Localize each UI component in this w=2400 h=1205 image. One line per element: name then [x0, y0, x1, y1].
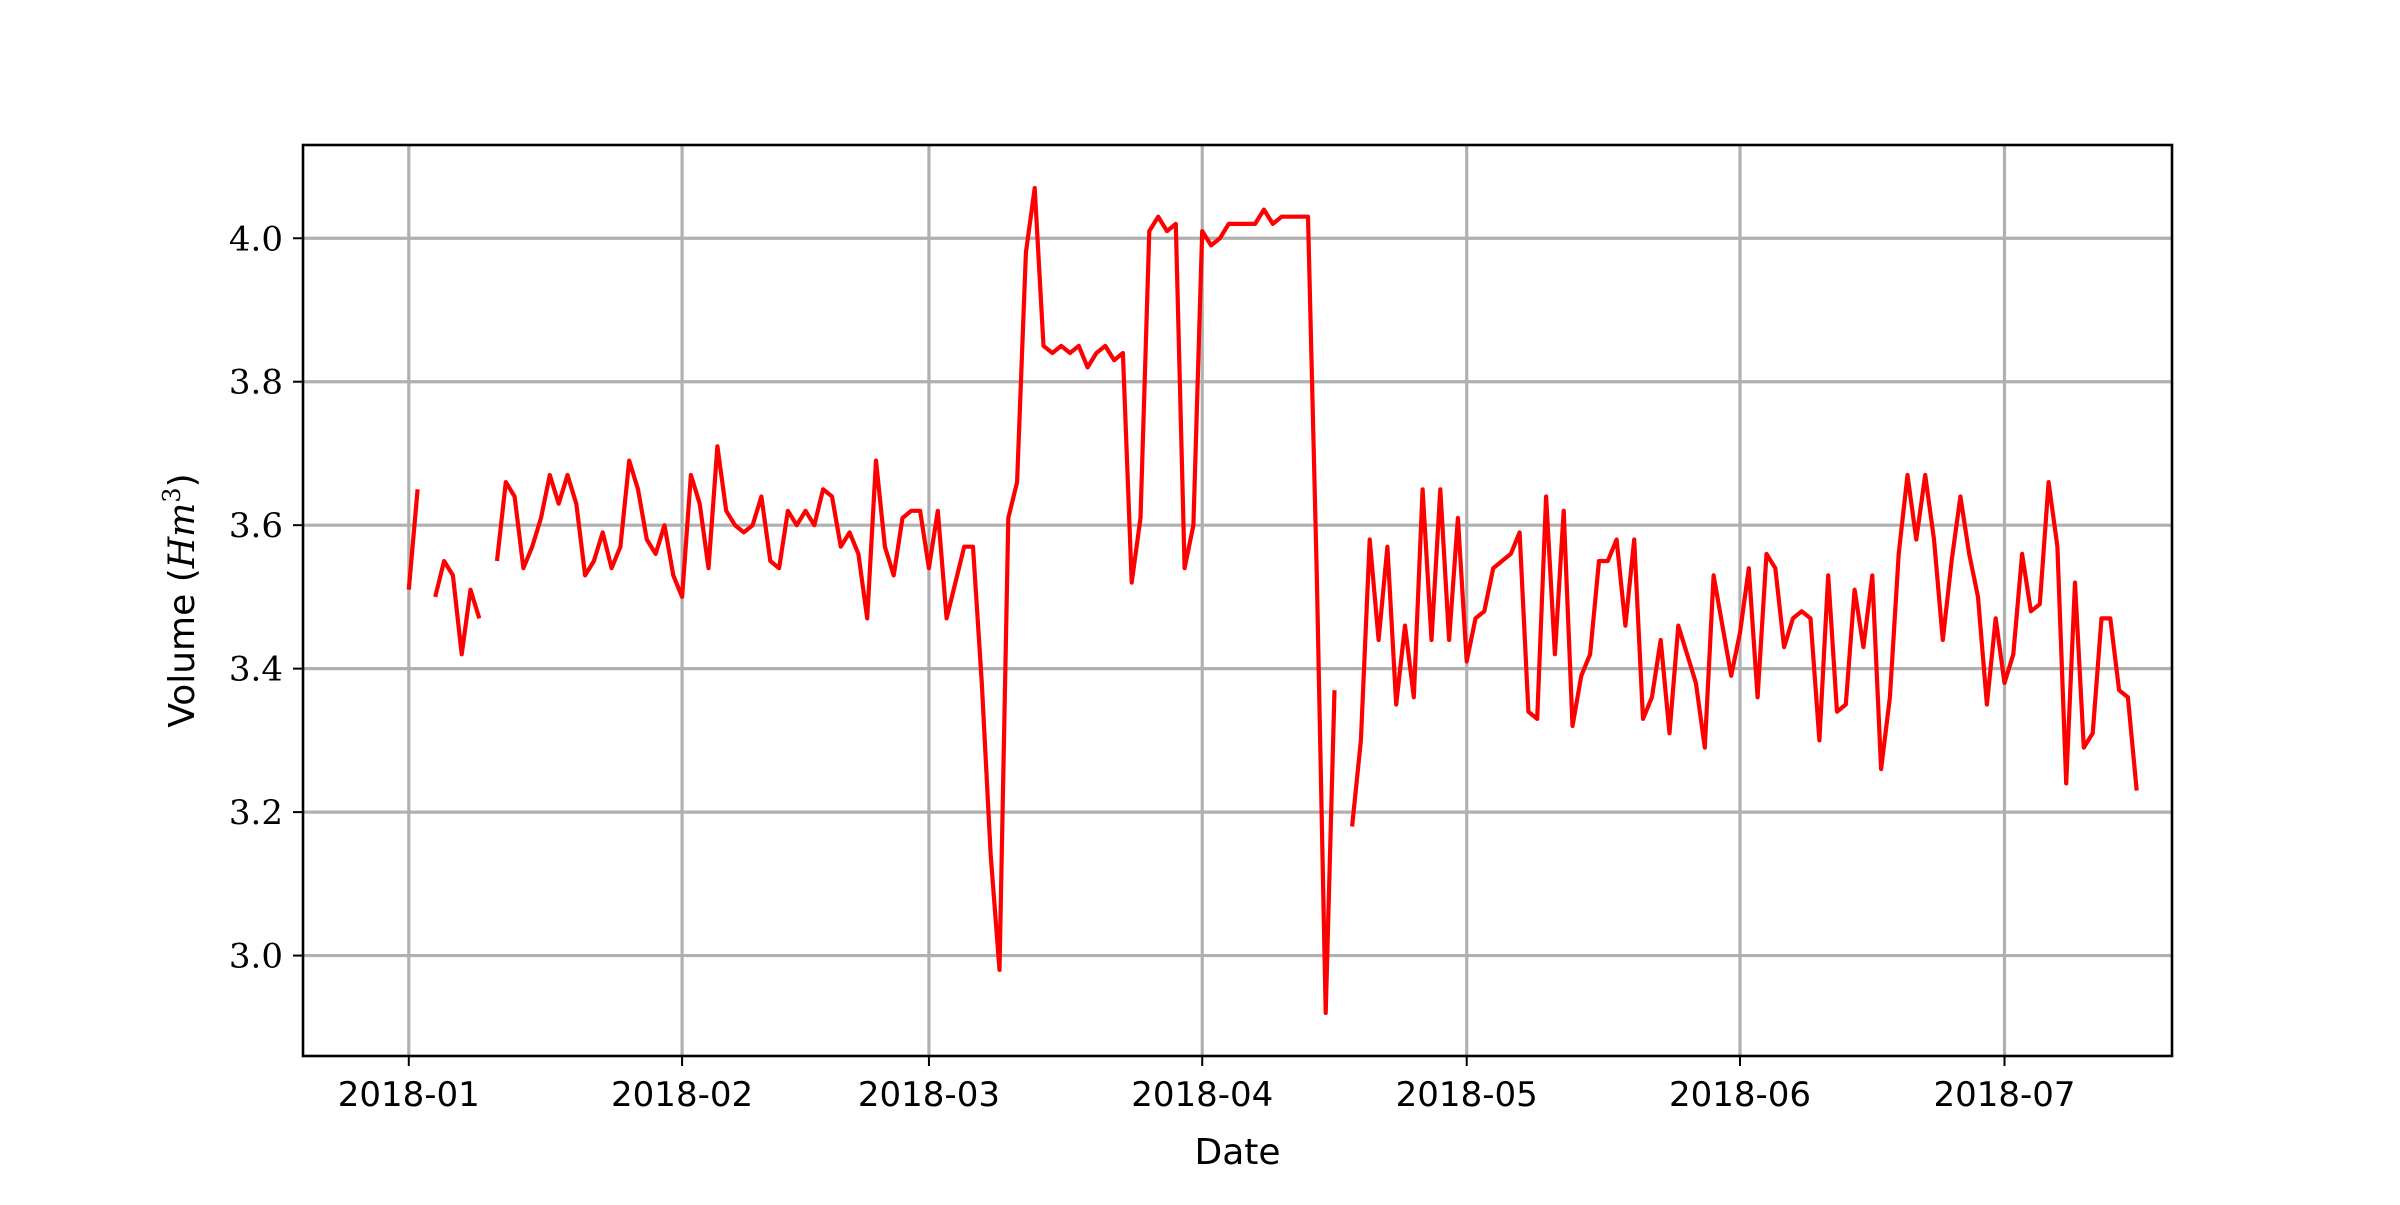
- x-axis-label: Date: [1194, 1132, 1280, 1173]
- series-line-segment: [406, 489, 420, 590]
- y-axis-ticks: 3.0 3.2 3.4 3.6 3.8 4.0: [229, 219, 303, 977]
- y-tick-label: 3.6: [229, 506, 283, 546]
- y-axis-label-open-paren: (: [162, 568, 203, 582]
- y-tick-label: 4.0: [229, 219, 283, 259]
- plot-area: [406, 185, 2139, 1016]
- series-line-segment: [1350, 472, 2139, 827]
- axes-frame: [301, 143, 2174, 1058]
- x-tick-label: 2018-02: [611, 1075, 753, 1115]
- x-axis-ticks: 2018-01 2018-02 2018-03 2018-04 2018-05 2018-…: [338, 1056, 2076, 1115]
- y-tick-label: 3.0: [229, 937, 283, 977]
- y-tick-label: 3.4: [229, 650, 283, 690]
- x-tick-label: 2018-03: [858, 1075, 1000, 1115]
- y-axis-label-unit-base: Hm: [162, 503, 203, 570]
- y-tick-label: 3.8: [229, 363, 283, 403]
- x-tick-label: 2018-07: [1933, 1075, 2075, 1115]
- series-line-segment: [433, 558, 482, 657]
- y-axis-label-close-paren: ): [162, 473, 203, 487]
- y-tick-label: 3.2: [229, 793, 283, 833]
- x-tick-label: 2018-01: [338, 1075, 480, 1115]
- x-tick-label: 2018-05: [1396, 1075, 1538, 1115]
- y-axis-label: Volume (Hm3): [158, 473, 203, 727]
- y-axis-label-unit-exponent: 3: [158, 487, 186, 502]
- series-line-segment: [494, 185, 1337, 1016]
- y-axis-label-text: Volume: [162, 582, 203, 727]
- x-tick-label: 2018-04: [1131, 1075, 1273, 1115]
- x-tick-label: 2018-06: [1669, 1075, 1811, 1115]
- grid-lines: [303, 145, 2172, 1056]
